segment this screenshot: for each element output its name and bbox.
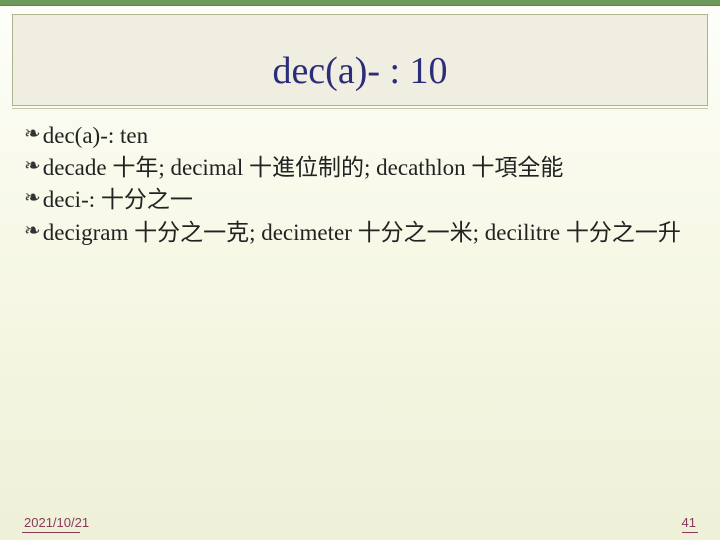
top-accent-border: [0, 0, 720, 6]
title-bar: dec(a)- : 10: [12, 14, 708, 106]
footer-date-underline: [22, 532, 80, 533]
bullet-item: ❧ dec(a)-: ten: [24, 120, 696, 152]
bullet-text: deci-: 十分之一: [43, 184, 193, 216]
bullet-item: ❧ decigram 十分之一克; decimeter 十分之一米; decil…: [24, 217, 696, 249]
bullet-item: ❧ decade 十年; decimal 十進位制的; decathlon 十項…: [24, 152, 696, 184]
bullet-text: dec(a)-: ten: [43, 120, 148, 152]
bullet-icon: ❧: [24, 152, 41, 180]
footer-page-underline: [682, 532, 698, 533]
footer-date: 2021/10/21: [24, 515, 89, 530]
bullet-icon: ❧: [24, 184, 41, 212]
slide: dec(a)- : 10 ❧ dec(a)-: ten ❧ decade 十年;…: [0, 0, 720, 540]
content-area: ❧ dec(a)-: ten ❧ decade 十年; decimal 十進位制…: [14, 112, 706, 500]
footer-page: 41: [682, 515, 696, 530]
bullet-text: decade 十年; decimal 十進位制的; decathlon 十項全能: [43, 152, 564, 184]
bullet-icon: ❧: [24, 217, 41, 245]
footer: 2021/10/21 41: [24, 515, 696, 530]
slide-title: dec(a)- : 10: [272, 49, 447, 93]
bullet-icon: ❧: [24, 120, 41, 148]
bullet-item: ❧ deci-: 十分之一: [24, 184, 696, 216]
bullet-text: decigram 十分之一克; decimeter 十分之一米; decilit…: [43, 217, 681, 249]
